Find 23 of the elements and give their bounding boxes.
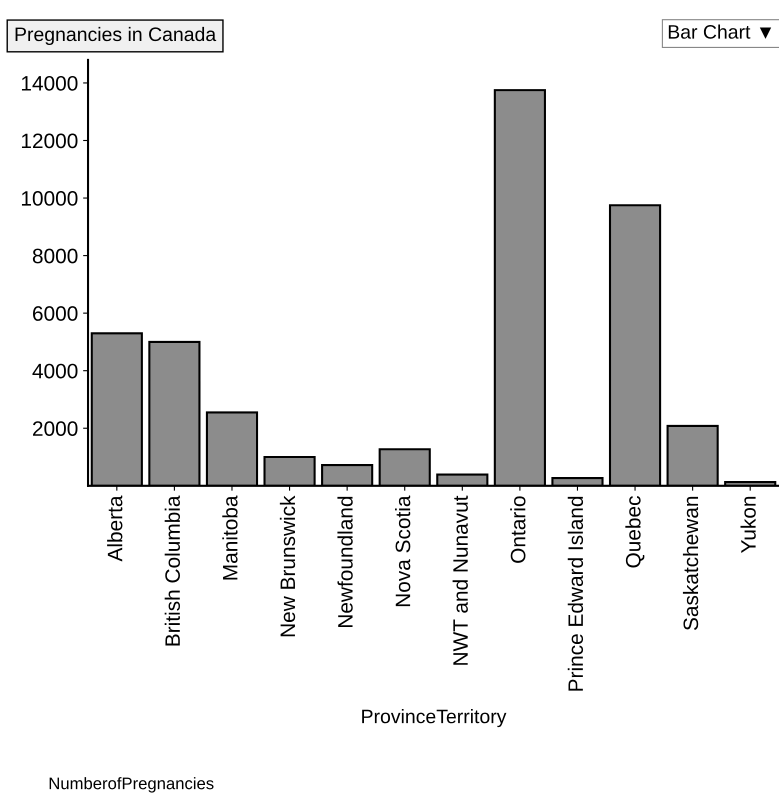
x-tick-label: British Columbia [164,496,180,646]
y-tick-label: 6000 [33,306,78,321]
x-tick-label: Newfoundland [337,496,353,627]
x-tick-label: New Brunswick [280,495,296,636]
x-tick-label: Prince Edward Island [568,496,584,691]
y-tick-label: 12000 [22,133,78,148]
x-tick-label: Quebec [625,496,644,568]
text: Bar Chart ▼ [668,24,772,39]
x-tick-label: Alberta [107,496,122,562]
x-tick-label: NWT and Nunavut [452,496,468,665]
text: NumberofPregnancies [50,777,214,793]
x-tick-label: Ontario [510,496,526,563]
x-tick-label: Saskatchewan [682,496,698,630]
y-tick-label: 10000 [22,191,78,206]
chart-title: Pregnancies in Canada [16,26,216,46]
x-tick-label: Yukon [740,496,756,553]
y-tick-label: 8000 [32,248,78,264]
y-tick-label: 2000 [33,421,78,436]
y-tick-label: 4000 [32,364,78,378]
y-tick-label: 14000 [22,76,78,91]
x-tick-label: Manitoba [222,496,238,580]
x-axis-title: ProvinceTerritory [362,709,506,728]
x-tick-label: Nova Scotia [395,496,410,606]
